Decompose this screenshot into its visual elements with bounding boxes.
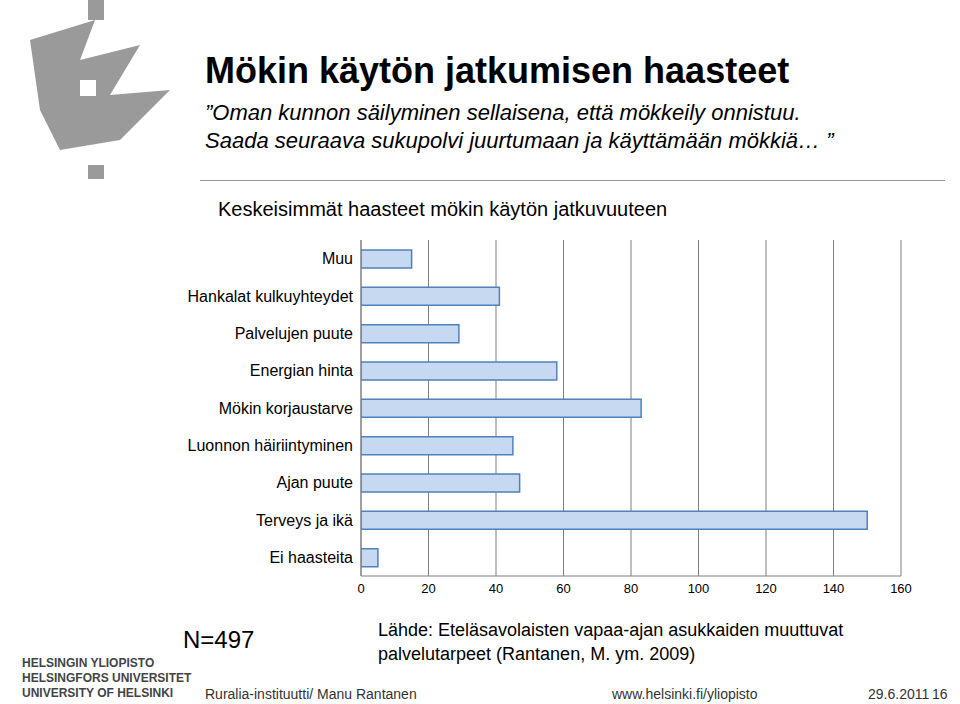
html-text:”Oman kunnon säilyminen sellai: ”Oman kunnon säilyminen sellaisena, että… [205,100,801,125]
svg-text:Energian hinta: Energian hinta [250,362,353,379]
html-text:Ruralia-instituutti/ Manu Rant: Ruralia-instituutti/ Manu Rantanen [205,686,417,702]
svg-text:Mökin korjaustarve: Mökin korjaustarve [219,400,353,417]
html-text:palvelutarpeet (Rantanen, M. y: palvelutarpeet (Rantanen, M. ym. 2009) [378,644,696,664]
svg-text:Ei haasteita: Ei haasteita [269,549,353,566]
svg-text:80: 80 [624,581,638,596]
svg-text:Muu: Muu [322,250,353,267]
html-text:Saada seuraava sukupolvi juurt: Saada seuraava sukupolvi juurtumaan ja k… [205,128,834,153]
html-text:29.6.2011 16: 29.6.2011 16 [868,686,948,702]
html-text:HELSINGFORS UNIVERSITET: HELSINGFORS UNIVERSITET [22,671,192,685]
svg-text:20: 20 [421,581,435,596]
svg-text:60: 60 [556,581,570,596]
html-text:N=497: N=497 [183,626,255,653]
svg-text:140: 140 [823,581,845,596]
svg-text:100: 100 [688,581,710,596]
svg-text:Hankalat kulkuyhteydet: Hankalat kulkuyhteydet [188,288,354,305]
svg-text:160: 160 [890,581,912,596]
html-text:Lähde: Eteläsavolaisten vapaa-: Lähde: Eteläsavolaisten vapaa-ajan asukk… [378,620,844,640]
html-text:Keskeisimmät haasteet mökin kä: Keskeisimmät haasteet mökin käytön jatku… [218,198,668,220]
svg-text:120: 120 [755,581,777,596]
svg-text:Ajan puute: Ajan puute [276,474,353,491]
html-text:HELSINGIN YLIOPISTO: HELSINGIN YLIOPISTO [22,656,155,670]
svg-text:40: 40 [489,581,503,596]
svg-text:Palvelujen puute: Palvelujen puute [235,325,353,342]
html-text:UNIVERSITY OF HELSINKI: UNIVERSITY OF HELSINKI [22,686,174,700]
html-text:www.helsinki.fi/yliopisto: www.helsinki.fi/yliopisto [612,686,758,702]
svg-text:Terveys ja ikä: Terveys ja ikä [256,512,353,529]
svg-text:0: 0 [357,581,364,596]
svg-text:Luonnon häiriintyminen: Luonnon häiriintyminen [188,437,353,454]
html-text:Mökin käytön jatkumisen haaste: Mökin käytön jatkumisen haasteet [205,50,790,91]
